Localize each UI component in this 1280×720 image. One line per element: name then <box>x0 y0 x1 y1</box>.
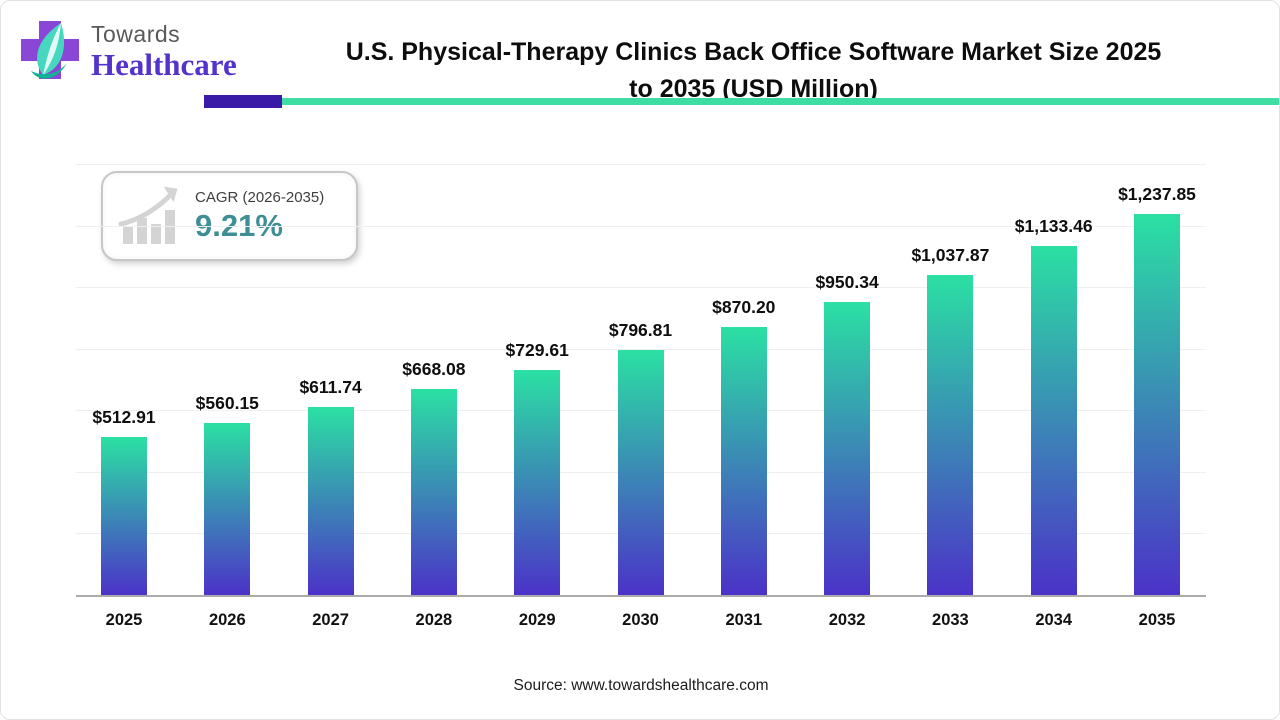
x-axis-label: 2032 <box>828 611 866 629</box>
bar-2034 <box>1030 246 1077 595</box>
brand-wordmark: Towards Healthcare <box>91 15 237 82</box>
gridline <box>76 164 1206 165</box>
bar-value-label: $1,037.87 <box>911 245 990 266</box>
bar-2030 <box>617 349 664 595</box>
growth-chart-icon <box>118 186 178 244</box>
bar-2032 <box>824 302 871 595</box>
cagr-label: CAGR (2026-2035) <box>195 188 325 206</box>
x-axis-label: 2027 <box>312 611 349 629</box>
gridline <box>76 225 1206 227</box>
x-axis-label: 2034 <box>1035 611 1073 629</box>
page-title: U.S. Physical-Therapy Clinics Back Offic… <box>345 37 1162 104</box>
x-axis-label: 2029 <box>518 611 556 629</box>
x-axis-label: 2028 <box>415 611 453 629</box>
bar-2026 <box>204 422 251 595</box>
x-axis-label: 2025 <box>105 611 143 629</box>
x-axis-label: 2035 <box>1138 611 1176 629</box>
medical-cross-leaf-icon <box>21 21 79 79</box>
cagr-text: CAGR (2026-2035) 9.21% <box>195 189 324 244</box>
bar-value-label: $611.74 <box>299 376 362 397</box>
bar-2025 <box>101 437 147 595</box>
source-attribution: Source: www.towardshealthcare.com <box>513 677 769 694</box>
header-rule-teal <box>282 98 1279 105</box>
gridline <box>76 348 1206 350</box>
x-axis-label: 2031 <box>725 611 763 629</box>
bar-2028 <box>410 389 457 595</box>
x-axis-label: 2030 <box>622 611 659 629</box>
bar-2027 <box>307 406 354 595</box>
bar-value-label: $512.91 <box>92 407 156 428</box>
bar-value-label: $1,133.46 <box>1014 216 1093 237</box>
brand-logo: Towards Healthcare <box>17 15 237 89</box>
x-axis-line <box>76 595 1206 597</box>
bar-value-label: $729.61 <box>505 340 569 361</box>
cagr-value: 9.21% <box>195 207 283 243</box>
bar-2029 <box>514 370 561 595</box>
cagr-badge: CAGR (2026-2035) 9.21% <box>101 171 358 261</box>
bar-2035 <box>1134 213 1180 595</box>
bar-value-label: $796.81 <box>608 319 673 340</box>
bar-2031 <box>720 327 767 595</box>
bar-value-label: $870.20 <box>712 297 776 318</box>
gridline <box>76 287 1206 289</box>
bar-value-label: $560.15 <box>195 392 259 413</box>
brand-top-text: Towards <box>91 21 181 47</box>
brand-bottom-text: Healthcare <box>91 47 237 82</box>
x-axis-label: 2026 <box>208 611 246 629</box>
bar-value-label: $1,237.85 <box>1118 183 1196 204</box>
x-axis-label: 2033 <box>932 611 969 629</box>
bar-value-label: $668.08 <box>402 359 466 380</box>
header-rule-purple <box>204 95 282 108</box>
bar-2033 <box>927 275 974 595</box>
bar-value-label: $950.34 <box>815 272 879 293</box>
